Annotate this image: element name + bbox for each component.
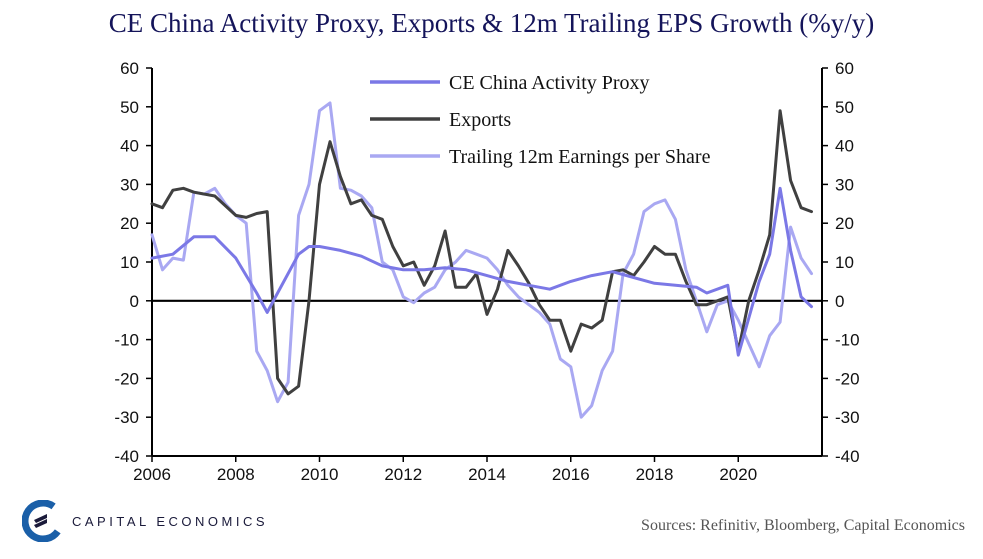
sources-note: Sources: Refinitiv, Bloomberg, Capital E… [641,517,965,534]
y-tick-label-left: 0 [130,292,139,311]
x-tick-label: 2012 [384,465,422,484]
legend-label-1: Exports [449,109,511,131]
legend: CE China Activity Proxy Exports Trailing 1… [370,72,711,168]
x-tick-label: 2020 [719,465,757,484]
y-tick-label-right: -40 [835,447,860,466]
y-tick-label-left: 30 [120,175,139,194]
logo-text: CAPITAL ECONOMICS [72,513,269,529]
logo-c-icon [22,500,64,542]
x-tick-label: 2016 [552,465,590,484]
series-line-2 [150,101,813,419]
y-tick-label-right: 10 [835,253,854,272]
series-line-1 [150,109,813,396]
y-tick-label-left: 20 [120,214,139,233]
y-tick-label-right: 0 [835,292,844,311]
legend-label-2: Trailing 12m Earnings per Share [449,146,711,168]
y-tick-label-left: 40 [120,137,139,156]
y-tick-label-right: 40 [835,137,854,156]
x-tick-label: 2018 [636,465,674,484]
y-tick-label-right: 30 [835,175,854,194]
chart-title: CE China Activity Proxy, Exports & 12m T… [108,8,875,38]
y-tick-label-right: 50 [835,98,854,117]
x-tick-label: 2006 [133,465,171,484]
legend-label-0: CE China Activity Proxy [449,72,650,94]
y-tick-label-right: -30 [835,408,860,427]
x-tick-label: 2014 [468,465,506,484]
y-tick-label-left: 60 [120,59,139,78]
y-tick-label-left: -20 [114,369,139,388]
series-line-0 [150,186,813,357]
y-tick-label-left: -30 [114,408,139,427]
capital-economics-logo: CAPITAL ECONOMICS [22,500,268,542]
y-tick-label-right: -10 [835,331,860,350]
x-tick-label: 2008 [217,465,255,484]
y-tick-label-left: 50 [120,98,139,117]
y-tick-label-left: -10 [114,331,139,350]
y-tick-label-right: -20 [835,369,860,388]
y-tick-label-right: 20 [835,214,854,233]
series-layer [150,101,813,419]
y-tick-label-right: 60 [835,59,854,78]
y-tick-label-left: -40 [114,447,139,466]
x-tick-label: 2010 [301,465,339,484]
y-tick-label-left: 10 [120,253,139,272]
